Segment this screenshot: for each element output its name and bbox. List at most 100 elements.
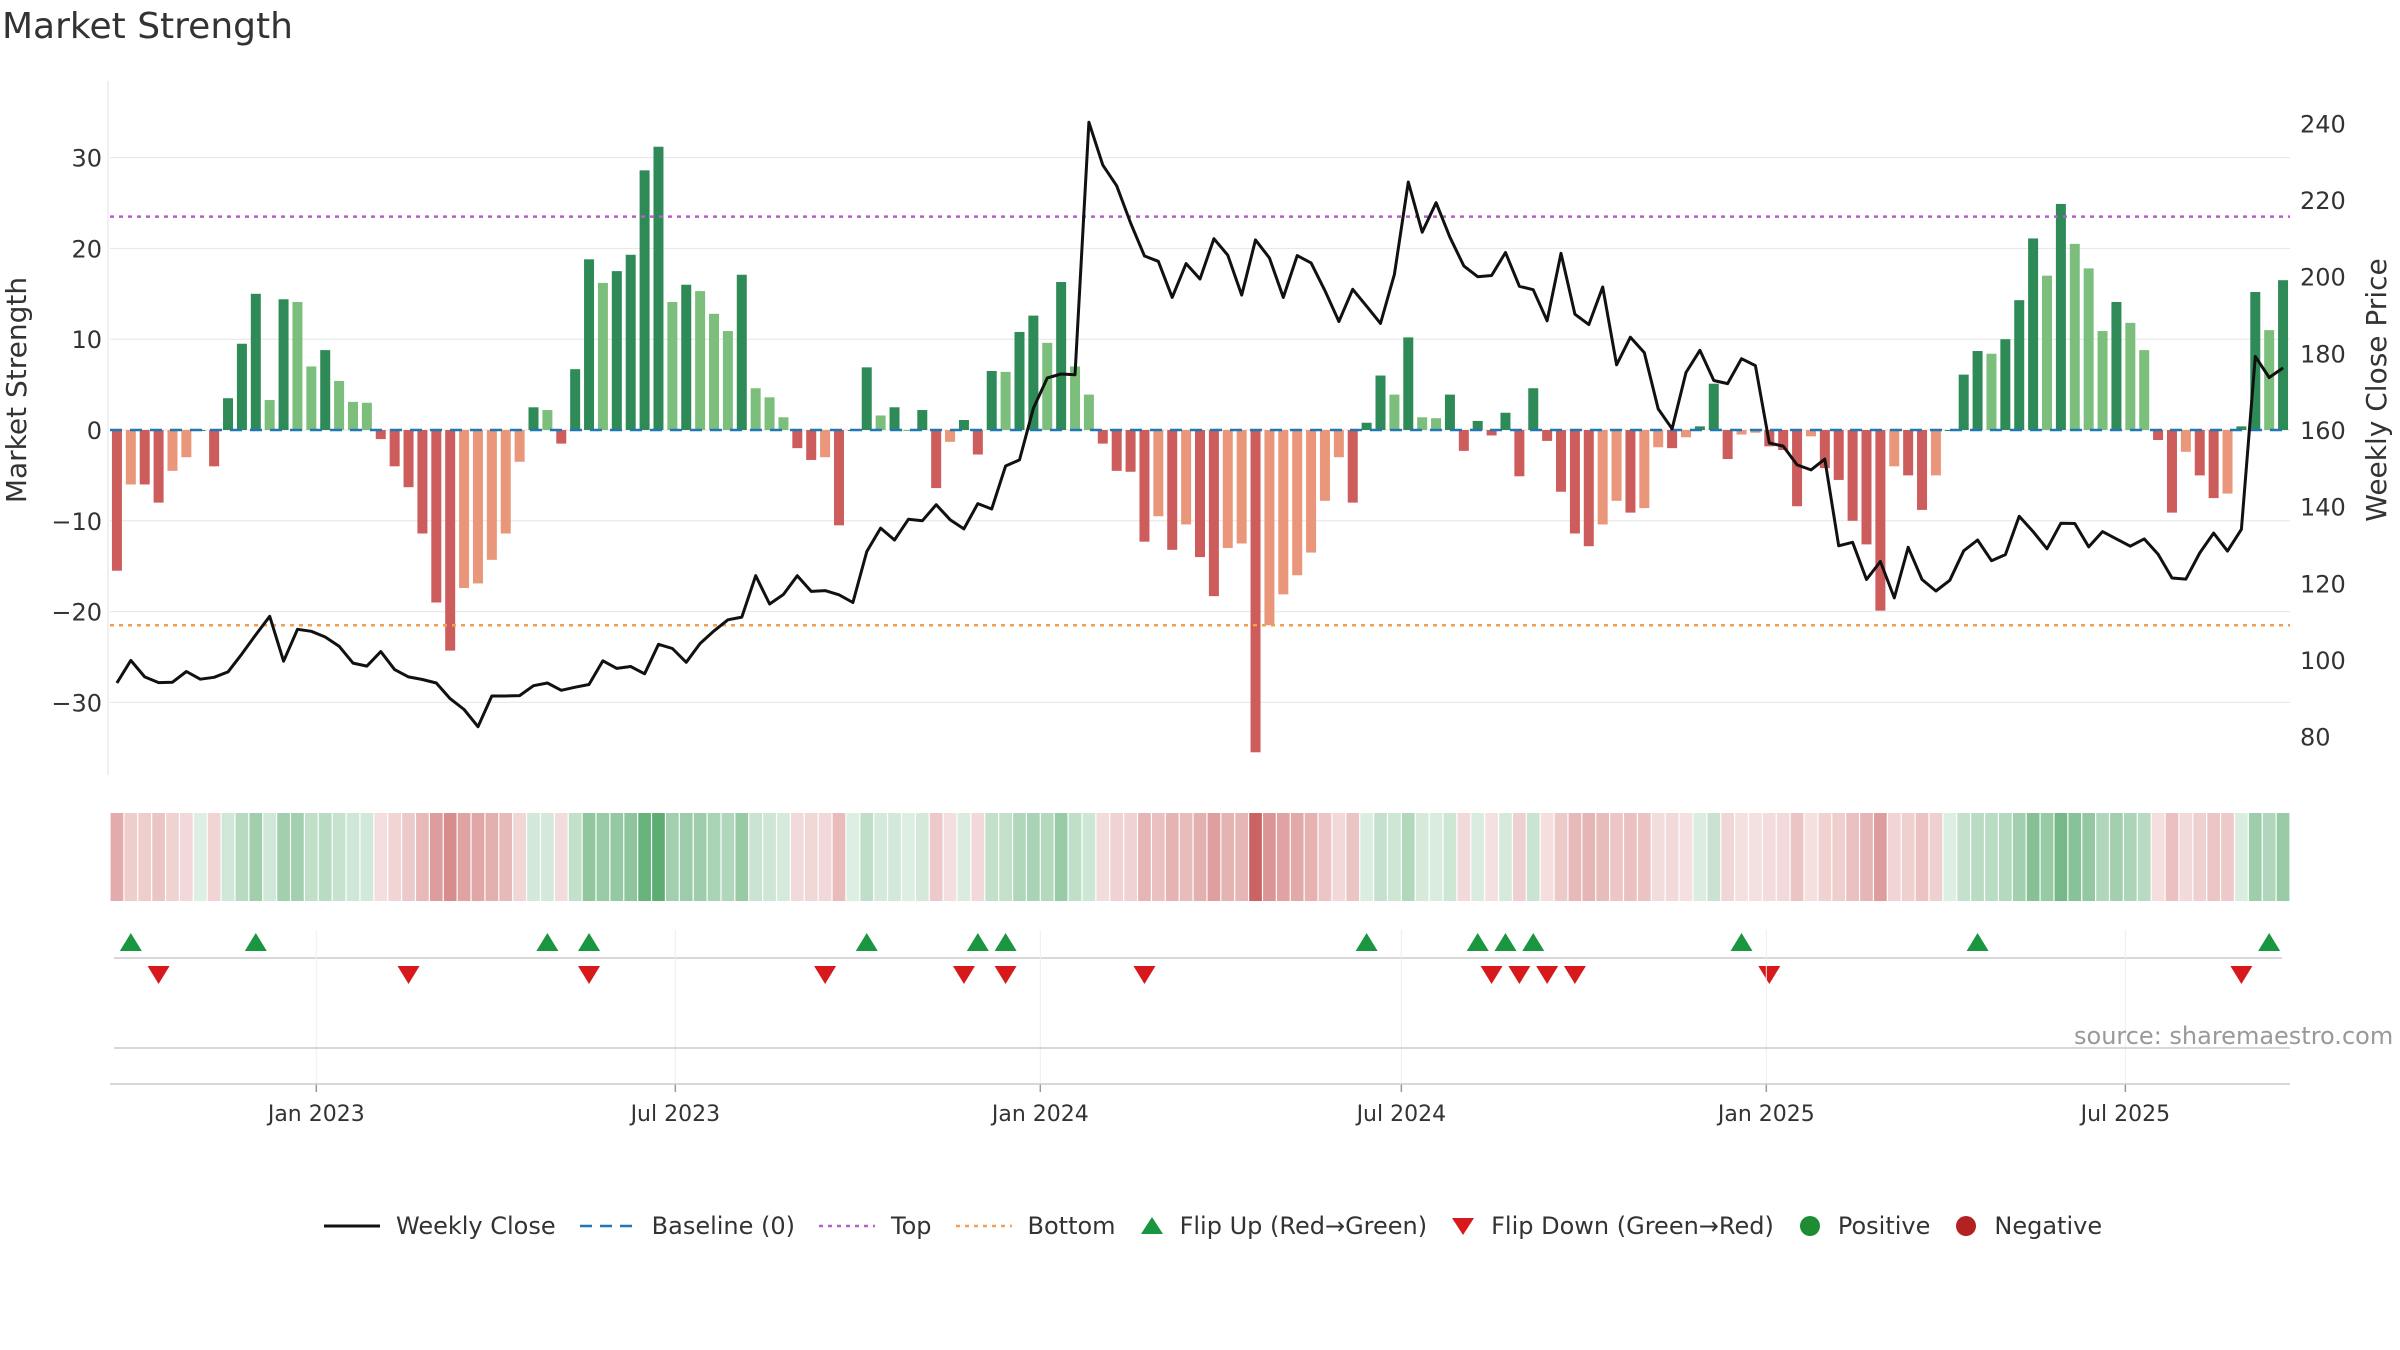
strength-bar <box>1903 430 1914 476</box>
strength-bar <box>1917 430 1928 510</box>
strength-bar <box>1556 430 1567 492</box>
y2-tick-label: 220 <box>2300 187 2346 215</box>
strength-bar <box>1500 412 1511 430</box>
heat-cell <box>1263 813 1276 901</box>
heat-cell <box>207 813 221 901</box>
strength-bar <box>361 402 372 430</box>
heat-cell <box>2151 813 2165 901</box>
legend-swatch <box>955 1224 1012 1228</box>
strength-bar <box>1805 430 1816 437</box>
heat-cell <box>416 813 429 901</box>
source-label: source: sharemaestro.com <box>2074 1022 2394 1050</box>
strength-bar <box>1875 430 1886 611</box>
y-axis-label: Market Strength <box>0 277 33 503</box>
heat-cell <box>193 813 207 901</box>
strength-bar <box>764 397 775 430</box>
heat-cell <box>1499 813 1512 901</box>
y2-axis-label: Weekly Close Price <box>2360 258 2393 521</box>
flip-up-marker <box>578 933 601 951</box>
strength-bar <box>1958 374 1969 430</box>
heat-cell <box>1846 813 1859 901</box>
flip-up-marker <box>119 933 142 951</box>
strength-bar <box>681 284 692 430</box>
heat-cell <box>1568 813 1582 901</box>
strength-bar <box>486 430 497 560</box>
heat-cell <box>1637 813 1651 901</box>
strength-bar <box>903 430 914 431</box>
weekly-close-line <box>115 120 2284 729</box>
heat-cell <box>985 813 999 901</box>
heat-cell <box>1679 813 1693 901</box>
strength-bar <box>2236 426 2247 430</box>
strength-bar <box>972 430 983 455</box>
strength-bar <box>2278 280 2289 430</box>
strength-bar <box>861 367 872 430</box>
flip-up-marker <box>1466 933 1489 951</box>
strength-bar <box>1680 430 1691 438</box>
strength-bar <box>1347 430 1358 503</box>
strength-bar <box>1736 430 1747 435</box>
strength-bar <box>2153 430 2164 440</box>
legend-item: Flip Down (Green→Red) <box>1449 1212 1774 1240</box>
strength-bar <box>375 430 386 440</box>
strength-bar <box>1389 394 1400 430</box>
heat-cell <box>429 813 443 901</box>
flip-up-marker <box>855 933 878 951</box>
strength-bar <box>1694 426 1705 430</box>
heat-cell <box>2068 813 2082 901</box>
heat-cell <box>1762 813 1776 901</box>
legend-circle <box>1956 1216 1977 1236</box>
heat-strip <box>110 813 2290 901</box>
heat-cell <box>568 813 582 901</box>
heat-cell <box>679 813 693 901</box>
strength-bar <box>945 430 956 442</box>
strength-bar <box>542 410 553 430</box>
heat-cell <box>1027 813 1040 901</box>
heat-cell <box>2054 813 2068 901</box>
heat-cell <box>457 813 471 901</box>
x-tick-label: Jul 2023 <box>629 1102 721 1127</box>
strength-bar <box>1236 430 1247 544</box>
heat-cell <box>541 813 554 901</box>
strength-bar <box>2166 430 2177 513</box>
legend-swatch <box>1956 1216 1977 1236</box>
strength-bar <box>514 430 525 462</box>
heat-cell <box>1818 813 1832 901</box>
flip-up-marker <box>1730 933 1753 951</box>
strength-bar <box>1611 430 1622 501</box>
heat-cell <box>1221 813 1235 901</box>
line-layer <box>115 120 2284 729</box>
legend-triangle-down <box>1452 1218 1475 1235</box>
heat-cell <box>638 813 651 901</box>
heat-cell <box>929 813 943 901</box>
heat-cell <box>2110 813 2123 901</box>
heat-cell <box>1929 813 1943 901</box>
heat-cell <box>485 813 499 901</box>
heat-cell <box>721 813 735 901</box>
heat-cell <box>1707 813 1721 901</box>
heat-cell <box>221 813 235 901</box>
strength-bar <box>1153 430 1164 517</box>
heat-cell <box>749 813 763 901</box>
heat-cell <box>1971 813 1984 901</box>
heat-cell <box>652 813 665 901</box>
strength-bar <box>778 417 789 430</box>
flip-down-marker <box>994 966 1017 984</box>
heat-cell <box>2082 813 2096 901</box>
heat-cell <box>2012 813 2026 901</box>
heat-cell <box>971 813 985 901</box>
strength-bar <box>1486 430 1497 436</box>
strength-bar <box>1930 430 1941 476</box>
strength-bar <box>1292 430 1303 576</box>
heat-cell <box>1610 813 1623 901</box>
heat-cell <box>1471 813 1485 901</box>
heat-cell <box>124 813 138 901</box>
legend-swatch <box>1799 1216 1820 1236</box>
strength-bar <box>570 369 581 430</box>
strength-bar <box>2042 275 2053 430</box>
y2-tick-label: 160 <box>2300 417 2346 445</box>
heat-cell <box>610 813 624 901</box>
heat-cell <box>1624 813 1637 901</box>
heat-cell <box>790 813 804 901</box>
